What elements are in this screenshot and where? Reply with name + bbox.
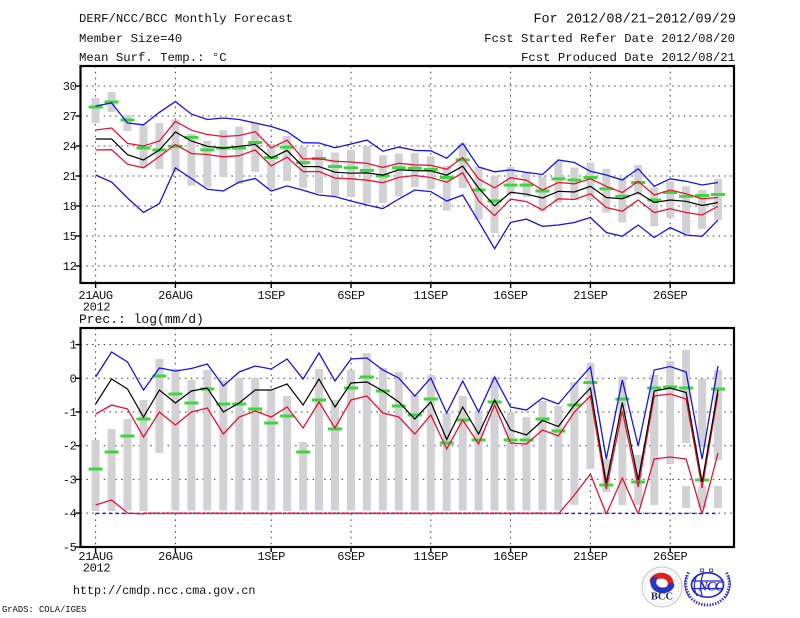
svg-text:-1: -1	[63, 406, 77, 420]
svg-text:6SEP: 6SEP	[337, 289, 365, 303]
svg-text:21SEP: 21SEP	[573, 289, 608, 303]
svg-text:21: 21	[63, 170, 77, 184]
svg-text:Fcst Produced Date 2012/08/21: Fcst Produced Date 2012/08/21	[521, 51, 735, 65]
svg-text:-5: -5	[63, 541, 77, 555]
svg-text:15: 15	[63, 230, 77, 244]
svg-text:2012: 2012	[83, 301, 111, 315]
svg-text:Mean Surf. Temp.: °C: Mean Surf. Temp.: °C	[79, 51, 227, 65]
svg-text:27: 27	[63, 110, 77, 124]
svg-text:For 2012/08/21−2012/09/29: For 2012/08/21−2012/09/29	[533, 13, 736, 28]
svg-text:-4: -4	[63, 507, 77, 521]
svg-text:21AUG: 21AUG	[78, 289, 113, 303]
svg-text:NCC: NCC	[697, 579, 723, 594]
svg-text:12: 12	[63, 260, 77, 274]
svg-text:-3: -3	[63, 473, 77, 487]
svg-text:Fcst Started Refer Date 2012/0: Fcst Started Refer Date 2012/08/20	[484, 32, 735, 46]
svg-text:1SEP: 1SEP	[257, 289, 285, 303]
svg-text:1: 1	[70, 339, 77, 353]
svg-text:18: 18	[63, 200, 77, 214]
svg-text:GrADS: COLA/IGES: GrADS: COLA/IGES	[2, 605, 86, 615]
svg-text:-2: -2	[63, 440, 77, 454]
svg-text:DERF/NCC/BCC Monthly Forecast: DERF/NCC/BCC Monthly Forecast	[79, 12, 293, 26]
svg-text:http://cmdp.ncc.cma.gov.cn: http://cmdp.ncc.cma.gov.cn	[73, 584, 255, 598]
svg-text:30: 30	[63, 80, 77, 94]
svg-text:26SEP: 26SEP	[653, 550, 688, 564]
svg-text:16SEP: 16SEP	[493, 289, 528, 303]
svg-text:26AUG: 26AUG	[158, 550, 193, 564]
svg-text:11SEP: 11SEP	[414, 550, 449, 564]
svg-text:1SEP: 1SEP	[257, 550, 285, 564]
svg-text:21SEP: 21SEP	[573, 550, 608, 564]
svg-text:BCC: BCC	[651, 592, 673, 603]
svg-text:Member Size=40: Member Size=40	[79, 32, 182, 46]
svg-text:6SEP: 6SEP	[337, 550, 365, 564]
svg-text:2012: 2012	[83, 562, 111, 576]
svg-text:24: 24	[63, 140, 77, 154]
svg-text:21AUG: 21AUG	[78, 550, 113, 564]
svg-text:26SEP: 26SEP	[653, 289, 688, 303]
svg-text:Prec.: log(mm/d): Prec.: log(mm/d)	[79, 312, 204, 327]
svg-text:16SEP: 16SEP	[493, 550, 528, 564]
svg-text:0: 0	[70, 372, 77, 386]
svg-text:26AUG: 26AUG	[158, 289, 193, 303]
svg-text:11SEP: 11SEP	[414, 289, 449, 303]
